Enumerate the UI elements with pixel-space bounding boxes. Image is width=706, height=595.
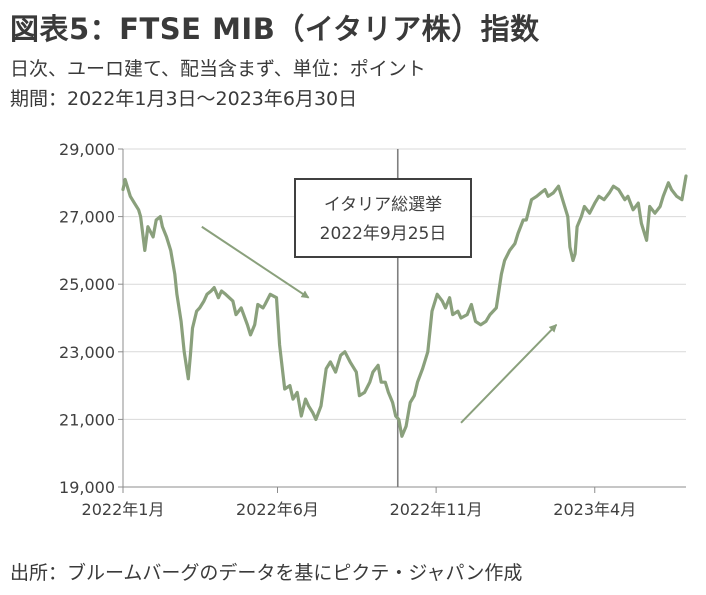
y-tick-label: 21,000	[59, 410, 115, 429]
x-tick-label: 2022年6月	[236, 500, 319, 519]
y-tick-label: 29,000	[59, 140, 115, 159]
trend-arrows	[201, 225, 558, 424]
y-tick-label: 19,000	[59, 478, 115, 497]
subtitle-units: 日次、ユーロ建て、配当含まず、単位：ポイント	[10, 58, 426, 80]
event-callout-date: 2022年9月25日	[320, 224, 447, 244]
subtitle-period: 期間：2022年1月3日～2023年6月30日	[10, 88, 358, 110]
axes: 19,000 21,000 23,000 25,000 27,000 29,000 2022…	[59, 140, 686, 519]
arrow-rebound	[460, 324, 558, 424]
x-tick-label: 2022年1月	[82, 500, 165, 519]
source-note: 出所：ブルームバーグのデータを基にピクテ・ジャパン作成	[10, 562, 523, 584]
x-tick-label: 2023年4月	[553, 500, 636, 519]
y-tick-label: 27,000	[59, 208, 115, 227]
page-title: 図表5：FTSE MIB（イタリア株）指数	[10, 12, 540, 46]
series-layer	[121, 174, 688, 438]
arrow-decline	[201, 225, 310, 299]
y-tick-label: 25,000	[59, 275, 115, 294]
y-tick-label: 23,000	[59, 343, 115, 362]
x-tick-label: 2022年11月	[390, 500, 483, 519]
event-callout-box	[294, 178, 472, 258]
series-line-ftse-mib	[121, 174, 688, 438]
event-callout: イタリア総選挙 2022年9月25日	[294, 178, 472, 258]
event-callout-label: イタリア総選挙	[324, 195, 442, 215]
